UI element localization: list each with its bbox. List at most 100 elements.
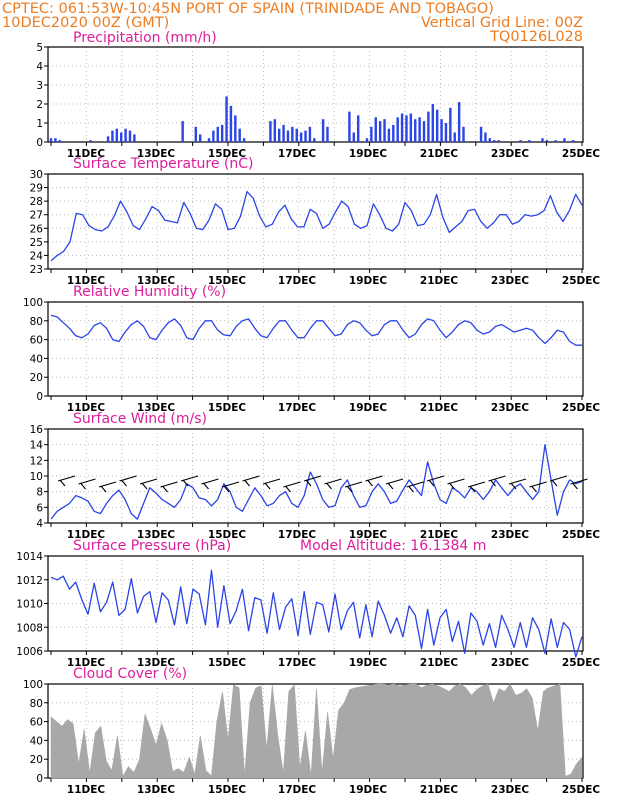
y-tick-label: 23 bbox=[30, 264, 43, 276]
precip-bar bbox=[405, 115, 408, 142]
x-tick-label: 15DEC bbox=[208, 402, 247, 414]
x-tick-label: 11DEC bbox=[67, 784, 106, 796]
plot-frame bbox=[47, 428, 584, 524]
x-tick-label: 17DEC bbox=[278, 784, 317, 796]
wind-barb bbox=[223, 485, 230, 493]
cloud-cover-area bbox=[50, 683, 583, 779]
precip-bar bbox=[431, 104, 434, 142]
wind-barb bbox=[490, 479, 496, 487]
precip-bar bbox=[128, 130, 132, 142]
y-tick-label: 4 bbox=[36, 518, 43, 530]
precip-bar bbox=[427, 111, 430, 142]
y-tick-label: 10 bbox=[30, 471, 43, 483]
y-tick-label: 80 bbox=[30, 316, 43, 328]
y-tick-label: 6 bbox=[36, 502, 43, 514]
precip-bar bbox=[277, 128, 281, 142]
y-tick-label: 26 bbox=[30, 223, 44, 235]
wind-barb bbox=[449, 482, 455, 490]
x-tick-label: 13DEC bbox=[137, 148, 176, 160]
y-tick-label: 80 bbox=[30, 698, 43, 710]
x-tick-label: 11DEC bbox=[67, 529, 106, 541]
plot-frame bbox=[47, 301, 584, 397]
panel-pressure: Surface Pressure (hPa) Model Altitude: 1… bbox=[16, 538, 600, 669]
wind-barb bbox=[428, 479, 435, 487]
x-tick-label: 21DEC bbox=[420, 402, 459, 414]
precip-bar bbox=[295, 128, 298, 142]
precip-bar bbox=[282, 124, 285, 142]
y-tick-label: 40 bbox=[30, 353, 43, 365]
x-tick-label: 25DEC bbox=[562, 784, 601, 796]
x-tick-label: 23DEC bbox=[491, 148, 530, 160]
y-tick-label: 1006 bbox=[16, 646, 43, 658]
wind-barb bbox=[367, 479, 373, 487]
precip-bar bbox=[348, 111, 351, 142]
y-tick-label: 60 bbox=[30, 335, 43, 347]
plot-frame bbox=[47, 46, 584, 143]
panel-title: Cloud Cover (%) bbox=[73, 666, 187, 682]
x-tick-label: 25DEC bbox=[562, 657, 601, 669]
precip-bar bbox=[440, 119, 443, 142]
precip-bar bbox=[194, 126, 198, 142]
panel-title: Surface Pressure (hPa) bbox=[73, 538, 231, 554]
precip-bar bbox=[58, 140, 61, 142]
precip-bar bbox=[308, 126, 312, 142]
precip-bar bbox=[207, 138, 211, 142]
wind-barb bbox=[264, 482, 271, 490]
x-tick-label: 21DEC bbox=[420, 529, 459, 541]
y-tick-label: 29 bbox=[30, 183, 43, 195]
precip-bar bbox=[400, 113, 404, 142]
precip-bar bbox=[387, 128, 391, 142]
y-tick-label: 3 bbox=[36, 80, 43, 92]
x-tick-label: 13DEC bbox=[137, 529, 176, 541]
x-tick-label: 15DEC bbox=[208, 657, 247, 669]
panel-marks bbox=[50, 444, 588, 520]
precip-bar bbox=[234, 115, 237, 142]
precip-bar bbox=[54, 138, 57, 142]
y-tick-label: 20 bbox=[30, 754, 43, 766]
wind-barb bbox=[203, 482, 209, 490]
precip-bar bbox=[374, 117, 377, 142]
panel-cloud-cover: Cloud Cover (%) 0 20 40 60 80 100 11DEC 13DEC 15… bbox=[23, 666, 600, 796]
wind-barb bbox=[59, 479, 66, 487]
precip-bar bbox=[133, 134, 136, 142]
precip-bar bbox=[89, 140, 92, 142]
panel-axes: 0 20 40 60 80 100 11DEC 13DEC 15DEC 17DEC 19DEC 21D… bbox=[23, 297, 600, 414]
x-tick-label: 19DEC bbox=[349, 148, 388, 160]
y-tick-label: 1012 bbox=[16, 575, 43, 587]
precip-bar bbox=[541, 138, 544, 142]
precip-bar bbox=[365, 138, 369, 142]
precip-bar bbox=[49, 138, 53, 142]
x-tick-label: 15DEC bbox=[208, 784, 247, 796]
y-tick-label: 16 bbox=[30, 424, 44, 436]
precip-bar bbox=[497, 140, 500, 142]
panel-title: Relative Humidity (%) bbox=[73, 284, 226, 300]
header-model-code: TQ0126L028 bbox=[489, 29, 583, 45]
series-line bbox=[50, 569, 583, 658]
wind-barb bbox=[162, 485, 168, 493]
y-tick-label: 8 bbox=[36, 487, 43, 499]
y-tick-label: 1 bbox=[36, 118, 43, 130]
x-tick-label: 13DEC bbox=[137, 402, 176, 414]
x-tick-label: 19DEC bbox=[349, 784, 388, 796]
precip-bar bbox=[409, 113, 413, 142]
x-tick-label: 19DEC bbox=[349, 657, 388, 669]
precip-bar bbox=[124, 128, 127, 142]
x-tick-label: 23DEC bbox=[491, 784, 530, 796]
panel-precipitation: Precipitation (mm/h) 0 1 2 3 4 5 11DEC 13DEC 15D… bbox=[36, 30, 600, 160]
x-tick-label: 13DEC bbox=[137, 275, 176, 287]
precip-bar bbox=[444, 123, 448, 142]
y-tick-label: 1014 bbox=[16, 551, 43, 563]
precip-bar bbox=[326, 126, 329, 142]
precip-bar bbox=[414, 119, 417, 142]
x-tick-label: 19DEC bbox=[349, 275, 388, 287]
y-tick-label: 28 bbox=[30, 196, 43, 208]
panel-axes: 0 20 40 60 80 100 11DEC 13DEC 15DEC 17DEC 19DEC 21D… bbox=[23, 679, 600, 796]
x-tick-label: 11DEC bbox=[67, 402, 106, 414]
header-grid-line: Vertical Grid Line: 00Z bbox=[421, 15, 583, 31]
wind-barb bbox=[387, 482, 394, 490]
wind-barb bbox=[531, 485, 537, 493]
x-tick-label: 23DEC bbox=[491, 529, 530, 541]
